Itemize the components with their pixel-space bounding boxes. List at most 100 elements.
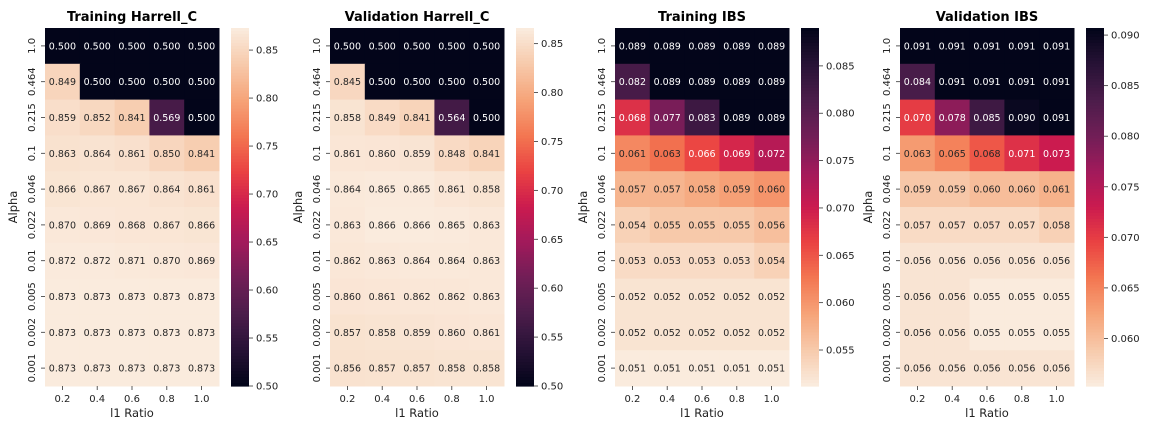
- colorbar-swatch: [231, 102, 249, 107]
- cell-label: 0.054: [619, 220, 646, 231]
- heatmap-cell: [469, 207, 505, 244]
- heatmap-cell: [434, 278, 470, 315]
- cell-label: 0.873: [153, 364, 180, 375]
- cell-label: 0.861: [438, 185, 465, 196]
- cell-label: 0.863: [473, 220, 500, 231]
- cell-label: 0.862: [403, 292, 430, 303]
- colorbar-swatch: [801, 245, 819, 250]
- colorbar-swatch: [1086, 314, 1104, 318]
- heatmap-cell: [399, 63, 435, 101]
- colorbar-tick-label: 0.75: [256, 142, 278, 153]
- heatmap-cell: [754, 314, 790, 351]
- heatmap-cell: [754, 278, 790, 315]
- colorbar-swatch: [801, 129, 819, 134]
- x-tick-label: 0.2: [909, 394, 925, 405]
- colorbar-swatch: [1086, 275, 1104, 280]
- colorbar-swatch: [1086, 380, 1104, 384]
- colorbar-swatch: [231, 174, 249, 178]
- colorbar-swatch: [801, 138, 819, 142]
- colorbar-swatch: [801, 209, 819, 214]
- heatmap-cell: [719, 314, 755, 351]
- cell-label: 0.863: [473, 292, 500, 303]
- colorbar-swatch: [516, 311, 534, 315]
- colorbar-swatch: [801, 84, 819, 89]
- colorbar-swatch: [516, 362, 534, 366]
- colorbar-swatch: [801, 347, 819, 351]
- cell-label: 0.089: [758, 113, 785, 124]
- colorbar-swatch: [231, 278, 249, 283]
- colorbar-swatch: [1086, 278, 1104, 283]
- colorbar-swatch: [1086, 311, 1104, 315]
- colorbar-swatch: [1086, 221, 1104, 226]
- cell-label: 0.053: [619, 256, 646, 267]
- colorbar-swatch: [801, 356, 819, 360]
- colorbar-swatch: [516, 260, 534, 265]
- heatmap-cell: [364, 350, 401, 387]
- heatmap-cell: [754, 28, 790, 65]
- colorbar-swatch: [801, 132, 819, 136]
- colorbar-swatch: [231, 36, 249, 41]
- colorbar-swatch: [801, 266, 819, 271]
- y-tick-label: 0.464: [597, 67, 608, 96]
- heatmap-cell: [1004, 135, 1040, 172]
- cell-label: 0.058: [1043, 220, 1070, 231]
- heatmap-cell: [615, 278, 651, 315]
- cell-label: 0.052: [688, 292, 715, 303]
- colorbar-swatch: [516, 159, 534, 163]
- colorbar-swatch: [1086, 365, 1104, 369]
- heatmap-cell: [434, 28, 470, 65]
- heatmap-cell: [364, 314, 401, 351]
- colorbar-swatch: [1086, 87, 1104, 92]
- colorbar-swatch: [1086, 99, 1104, 104]
- heatmap-cell: [114, 28, 150, 65]
- colorbar-swatch: [801, 177, 819, 181]
- colorbar-swatch: [801, 314, 819, 318]
- colorbar-swatch: [516, 108, 534, 113]
- cell-label: 0.051: [688, 364, 715, 375]
- colorbar-swatch: [516, 141, 534, 145]
- colorbar-swatch: [1086, 317, 1104, 321]
- heatmap-cell: [364, 278, 401, 315]
- colorbar-swatch: [231, 269, 249, 274]
- colorbar-swatch: [516, 350, 534, 354]
- colorbar-swatch: [1086, 335, 1104, 339]
- cell-label: 0.872: [84, 256, 111, 267]
- colorbar-swatch: [231, 344, 249, 348]
- cell-label: 0.055: [1043, 292, 1070, 303]
- y-tick-label: 0.215: [27, 103, 38, 132]
- x-axis-label: l1 Ratio: [680, 406, 724, 420]
- colorbar-swatch: [1086, 72, 1104, 77]
- colorbar-swatch: [801, 108, 819, 113]
- colorbar-swatch: [801, 371, 819, 375]
- cell-label: 0.055: [1008, 328, 1035, 339]
- colorbar-swatch: [801, 120, 819, 125]
- heatmap-cell: [114, 278, 150, 315]
- colorbar-swatch: [1086, 102, 1104, 107]
- colorbar-swatch: [231, 207, 249, 211]
- colorbar-swatch: [231, 75, 249, 80]
- cell-label: 0.850: [153, 149, 180, 160]
- x-tick-label: 1.0: [479, 394, 495, 405]
- heatmap-cell: [754, 63, 790, 101]
- colorbar-swatch: [516, 120, 534, 125]
- colorbar-swatch: [801, 78, 819, 83]
- heatmap-cell: [719, 135, 755, 172]
- heatmap-cell: [469, 242, 505, 280]
- colorbar-swatch: [801, 111, 819, 116]
- heatmap-cell: [114, 350, 150, 387]
- heatmap-cell: [79, 28, 116, 65]
- cell-label: 0.858: [369, 328, 396, 339]
- heatmap-cell: [900, 63, 936, 101]
- heatmap-cell: [969, 207, 1005, 244]
- heatmap-cell: [969, 28, 1005, 65]
- colorbar-swatch: [516, 183, 534, 187]
- colorbar-swatch: [801, 117, 819, 122]
- heatmap-cell: [684, 135, 720, 172]
- colorbar-swatch: [516, 215, 534, 220]
- heatmap-cell: [1039, 63, 1075, 101]
- cell-label: 0.089: [758, 41, 785, 52]
- colorbar-swatch: [231, 221, 249, 226]
- colorbar-swatch: [801, 224, 819, 229]
- cell-label: 0.863: [369, 256, 396, 267]
- heatmap-cell: [684, 278, 720, 315]
